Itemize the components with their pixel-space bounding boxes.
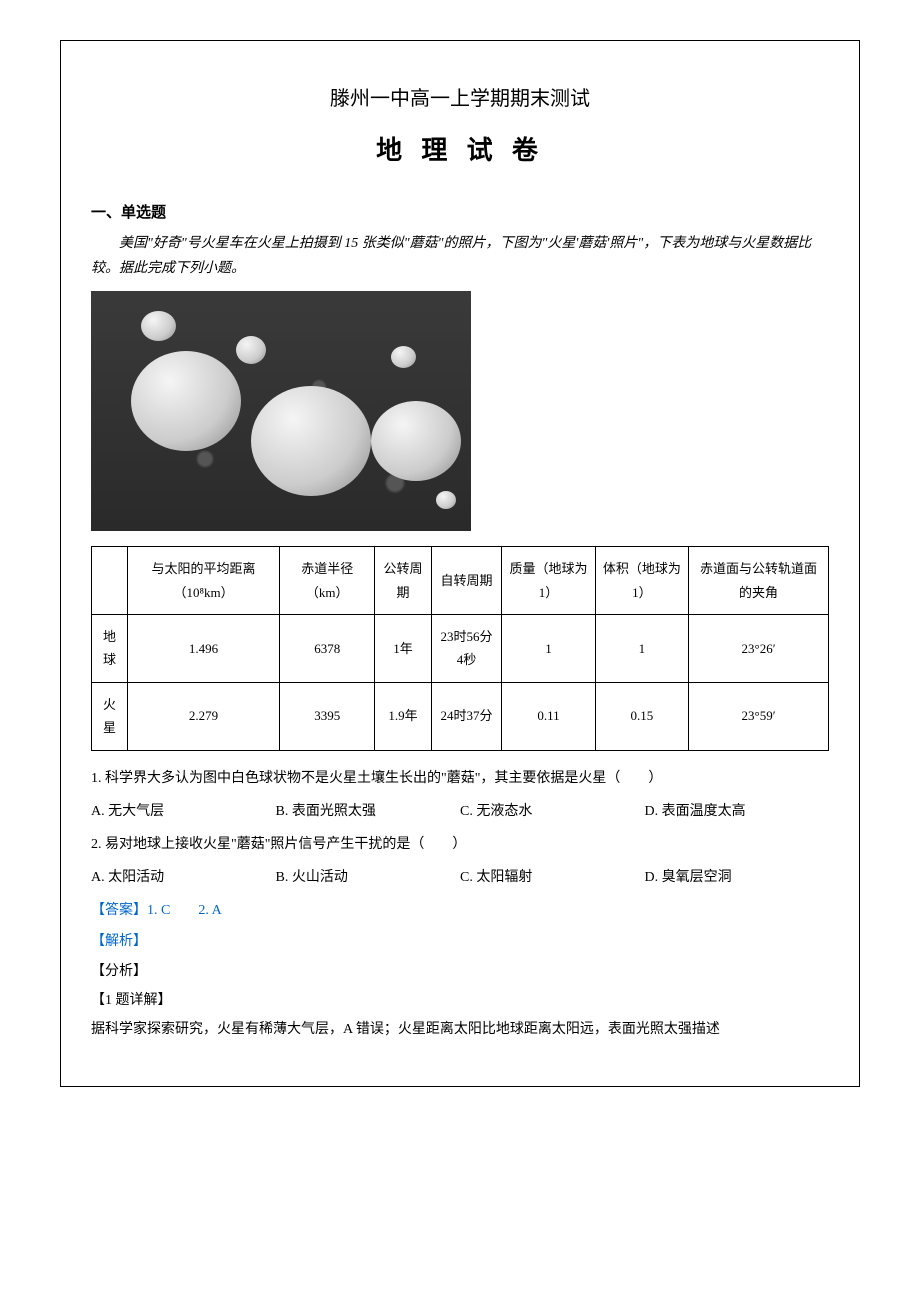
table-row: 火星 2.279 3395 1.9年 24时37分 0.11 0.15 23°5…	[92, 682, 829, 750]
analysis-label: 【解析】	[91, 929, 829, 954]
option-label: D.	[645, 804, 659, 819]
exam-title: 地 理 试 卷	[91, 127, 829, 174]
option-text: 表面温度太高	[662, 804, 746, 819]
answer-line: 【答案】1. C 2. A	[91, 898, 829, 923]
mushroom-shape	[251, 386, 371, 496]
table-header-cell: 赤道半径（km）	[280, 547, 375, 615]
school-title: 滕州一中高一上学期期末测试	[91, 81, 829, 117]
mushroom-shape	[236, 336, 266, 364]
option-label: B.	[276, 870, 289, 885]
option-a: A. 无大气层	[91, 799, 276, 824]
answer-label: 【答案】	[91, 903, 147, 918]
analysis-sub2: 【1 题详解】	[91, 988, 829, 1013]
table-cell: 6378	[280, 614, 375, 682]
option-text: 无液态水	[476, 804, 532, 819]
analysis-text: 据科学家探索研究，火星有稀薄大气层，A 错误；火星距离太阳比地球距离太阳远，表面…	[91, 1017, 829, 1042]
option-c: C. 无液态水	[460, 799, 645, 824]
table-cell: 1.496	[127, 614, 279, 682]
passage-text: 美国"好奇"号火星车在火星上拍摄到 15 张类似"蘑菇"的照片，下图为"火星'蘑…	[91, 231, 829, 281]
table-cell: 3395	[280, 682, 375, 750]
content-frame: 滕州一中高一上学期期末测试 地 理 试 卷 一、单选题 美国"好奇"号火星车在火…	[60, 40, 860, 1087]
table-cell: 23°26′	[689, 614, 829, 682]
option-label: C.	[460, 804, 473, 819]
section-heading: 一、单选题	[91, 199, 829, 226]
question-1: 1. 科学界大多认为图中白色球状物不是火星土壤生长出的"蘑菇"，其主要依据是火星…	[91, 766, 829, 791]
question-number: 2.	[91, 837, 102, 852]
table-cell: 0.11	[502, 682, 595, 750]
table-row: 地球 1.496 6378 1年 23时56分4秒 1 1 23°26′	[92, 614, 829, 682]
question-number: 1.	[91, 771, 102, 786]
option-b: B. 火山活动	[276, 865, 461, 890]
page: 滕州一中高一上学期期末测试 地 理 试 卷 一、单选题 美国"好奇"号火星车在火…	[0, 0, 920, 1127]
mushroom-shape	[141, 311, 176, 341]
option-text: 臭氧层空洞	[662, 870, 732, 885]
question-2: 2. 易对地球上接收火星"蘑菇"照片信号产生干扰的是（ ）	[91, 832, 829, 857]
table-header-cell: 与太阳的平均距离（10⁸km）	[127, 547, 279, 615]
table-header-cell: 公转周期	[375, 547, 431, 615]
option-c: C. 太阳辐射	[460, 865, 645, 890]
table-cell: 地球	[92, 614, 128, 682]
table-header-cell	[92, 547, 128, 615]
table-cell: 23°59′	[689, 682, 829, 750]
table-cell: 2.279	[127, 682, 279, 750]
option-label: D.	[645, 870, 659, 885]
table-cell: 24时37分	[431, 682, 502, 750]
option-text: 表面光照太强	[292, 804, 376, 819]
question-stem: 易对地球上接收火星"蘑菇"照片信号产生干扰的是（ ）	[105, 837, 466, 852]
table-cell: 1.9年	[375, 682, 431, 750]
answer-items: 1. C 2. A	[147, 903, 222, 918]
option-label: A.	[91, 804, 105, 819]
analysis-sub1: 【分析】	[91, 959, 829, 984]
option-label: C.	[460, 870, 473, 885]
option-d: D. 臭氧层空洞	[645, 865, 830, 890]
table-cell: 1	[502, 614, 595, 682]
option-text: 火山活动	[292, 870, 348, 885]
table-header-cell: 赤道面与公转轨道面的夹角	[689, 547, 829, 615]
option-d: D. 表面温度太高	[645, 799, 830, 824]
option-text: 太阳辐射	[476, 870, 532, 885]
option-text: 太阳活动	[108, 870, 164, 885]
planet-data-table: 与太阳的平均距离（10⁸km） 赤道半径（km） 公转周期 自转周期 质量（地球…	[91, 546, 829, 750]
mars-mushroom-photo	[91, 291, 471, 531]
table-header-cell: 自转周期	[431, 547, 502, 615]
mushroom-shape	[131, 351, 241, 451]
table-cell: 火星	[92, 682, 128, 750]
question-2-options: A. 太阳活动 B. 火山活动 C. 太阳辐射 D. 臭氧层空洞	[91, 865, 829, 890]
table-header-cell: 质量（地球为1）	[502, 547, 595, 615]
option-label: A.	[91, 870, 105, 885]
option-label: B.	[276, 804, 289, 819]
table-header-cell: 体积（地球为1）	[595, 547, 688, 615]
table-header-row: 与太阳的平均距离（10⁸km） 赤道半径（km） 公转周期 自转周期 质量（地球…	[92, 547, 829, 615]
table-cell: 1	[595, 614, 688, 682]
table-cell: 0.15	[595, 682, 688, 750]
option-b: B. 表面光照太强	[276, 799, 461, 824]
question-stem: 科学界大多认为图中白色球状物不是火星土壤生长出的"蘑菇"，其主要依据是火星（ ）	[105, 771, 662, 786]
option-text: 无大气层	[108, 804, 164, 819]
question-1-options: A. 无大气层 B. 表面光照太强 C. 无液态水 D. 表面温度太高	[91, 799, 829, 824]
table-cell: 1年	[375, 614, 431, 682]
mushroom-shape	[371, 401, 461, 481]
option-a: A. 太阳活动	[91, 865, 276, 890]
table-cell: 23时56分4秒	[431, 614, 502, 682]
